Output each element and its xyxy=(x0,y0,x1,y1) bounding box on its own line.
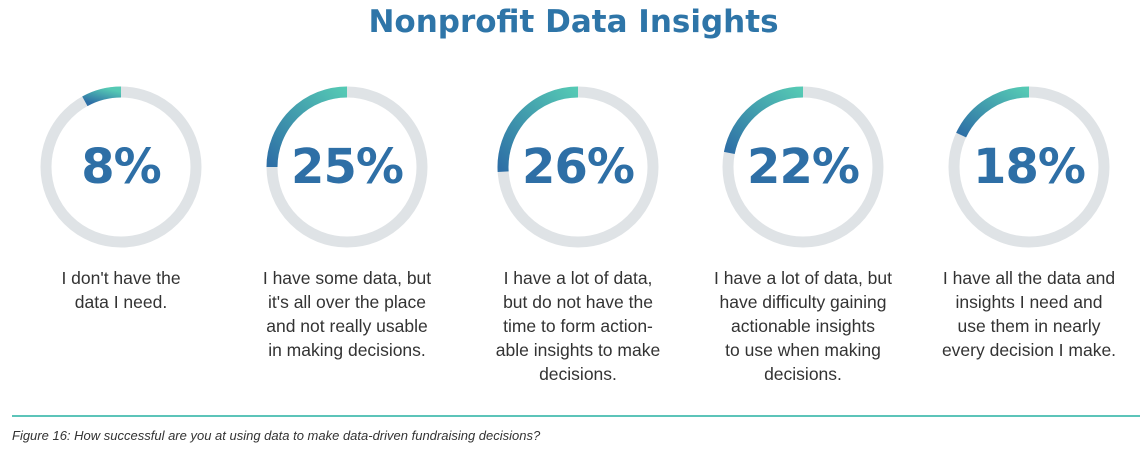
donut-value-label: 22% xyxy=(747,139,860,195)
donut-caption: I have some data, but it's all over the … xyxy=(262,268,432,360)
donut-svg xyxy=(40,86,202,248)
donut-caption: I have all the data and insights I need … xyxy=(941,268,1117,360)
donut-arc xyxy=(956,86,1030,138)
donut-4: 22% xyxy=(718,82,888,252)
donut-caption: I have a lot of data, but do not have th… xyxy=(495,268,661,384)
donut-caption: I have a lot of data, but have difficult… xyxy=(713,268,893,384)
donut-value-label: 8% xyxy=(81,139,162,195)
donut-svg xyxy=(497,86,659,248)
donut-svg xyxy=(948,86,1110,248)
donut-arc xyxy=(723,86,804,155)
chart-title: Nonprofit Data Insights xyxy=(368,4,779,40)
donut-value-label: 18% xyxy=(973,139,1086,195)
donut-chart-row: 8% 25% 26% 22% 18% xyxy=(0,82,1147,262)
donut-svg xyxy=(722,86,884,248)
donut-5: 18% xyxy=(944,82,1114,252)
figure-caption: Figure 16: How successful are you at usi… xyxy=(12,428,541,443)
donut-arc xyxy=(266,86,348,168)
donut-1: 8% xyxy=(36,82,206,252)
donut-caption: I don't have the data I need. xyxy=(61,268,181,312)
donut-arc xyxy=(497,86,579,173)
donut-arc xyxy=(82,86,122,107)
donut-svg xyxy=(266,86,428,248)
donut-value-label: 26% xyxy=(522,139,635,195)
donut-3: 26% xyxy=(493,82,663,252)
donut-value-label: 25% xyxy=(291,139,404,195)
divider-line xyxy=(12,415,1140,417)
donut-2: 25% xyxy=(262,82,432,252)
